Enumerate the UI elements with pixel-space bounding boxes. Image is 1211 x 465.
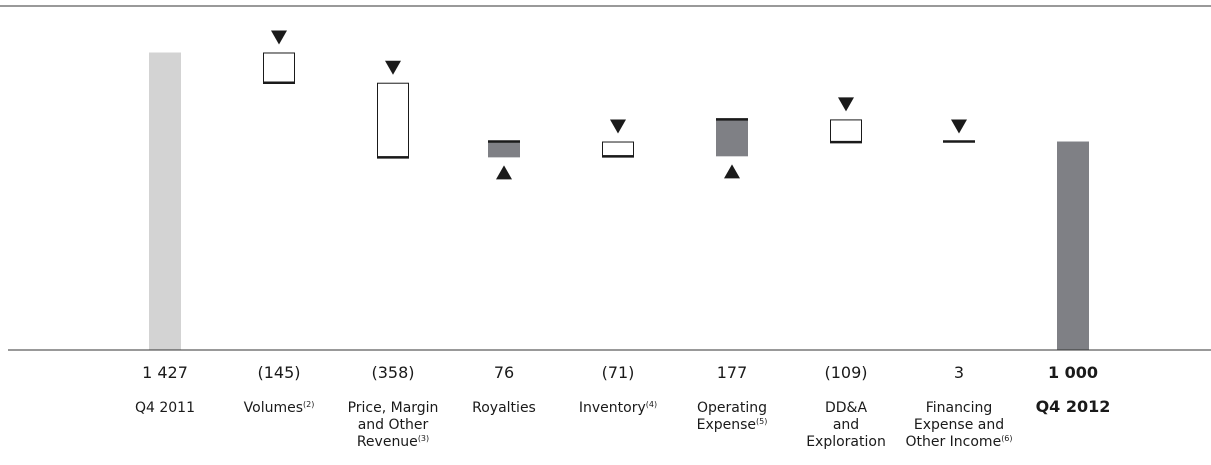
- category-label: Inventory(4): [579, 400, 657, 416]
- delta-box: [602, 141, 634, 157]
- category-label: Price, Margin and Other Revenue(3): [348, 400, 439, 450]
- category-label: Financing Expense and Other Income(6): [905, 400, 1012, 450]
- delta-box: [488, 141, 520, 158]
- decrease-arrow: [610, 119, 626, 134]
- value-label: (358): [371, 363, 414, 382]
- value-label: (109): [824, 363, 867, 382]
- category-label: Q4 2012: [1036, 397, 1111, 416]
- category-label: Royalties: [472, 400, 536, 416]
- delta-bar-operating-expense: [716, 118, 748, 179]
- decrease-arrow: [838, 97, 854, 112]
- decrease-arrow: [271, 30, 287, 45]
- decrease-arrow: [385, 60, 401, 75]
- category-label: Operating Expense(5): [697, 400, 768, 433]
- increase-arrow: [724, 164, 740, 179]
- delta-bar-price-margin-and-other-revenue: [377, 60, 409, 159]
- category-label: Volumes(2): [244, 400, 315, 416]
- value-label: 76: [494, 363, 514, 382]
- level-arrow: [951, 119, 967, 134]
- delta-bar-financing-expense-and-other-income: [943, 119, 975, 143]
- delta-bar-volumes: [263, 30, 295, 84]
- value-label: 3: [954, 363, 964, 382]
- category-label: DD&A and Exploration: [806, 400, 886, 450]
- value-label: (145): [257, 363, 300, 382]
- delta-box: [830, 119, 862, 143]
- value-label: 177: [717, 363, 748, 382]
- delta-bar-dd-a-and-exploration: [830, 97, 862, 144]
- delta-bar-royalties: [488, 140, 520, 180]
- category-label: Q4 2011: [135, 400, 195, 416]
- delta-box: [377, 82, 409, 158]
- increase-arrow: [496, 165, 512, 180]
- delta-bar-inventory: [602, 119, 634, 158]
- delta-box: [263, 52, 295, 83]
- value-label: (71): [602, 363, 635, 382]
- delta-box: [716, 119, 748, 157]
- value-label: 1 000: [1048, 363, 1098, 382]
- value-label: 1 427: [142, 363, 188, 382]
- total-bar-q4-2011: [149, 52, 181, 350]
- total-bar-q4-2012: [1057, 141, 1089, 350]
